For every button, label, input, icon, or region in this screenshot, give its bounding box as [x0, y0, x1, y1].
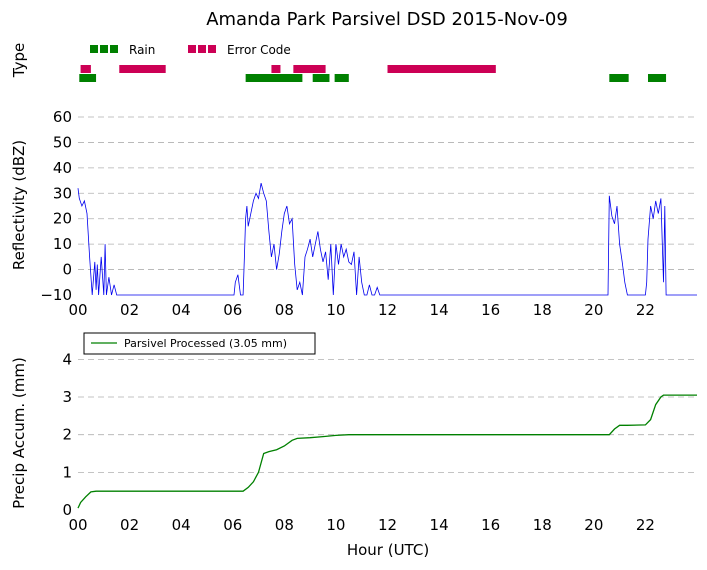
legend-label-error-code: Error Code	[227, 43, 291, 57]
legend-swatch-error-code	[188, 45, 196, 53]
type-bars	[79, 65, 667, 82]
x-tick-label: 06	[223, 516, 242, 534]
rain-interval	[609, 74, 629, 82]
rain-interval	[647, 74, 667, 82]
type-legend: Rain Error Code	[90, 43, 291, 57]
rain-interval	[245, 74, 303, 82]
x-tick-label: 18	[533, 301, 552, 319]
reflectivity-grid	[78, 116, 697, 270]
y-tick-label: 0	[62, 261, 72, 279]
x-tick-label: 22	[636, 516, 655, 534]
precip-ylabel: Precip Accum. (mm)	[10, 357, 28, 509]
x-tick-label: 22	[636, 301, 655, 319]
reflectivity-line	[77, 183, 697, 296]
x-tick-label: 10	[326, 301, 345, 319]
x-tick-label: 08	[275, 301, 294, 319]
rain-interval	[79, 74, 97, 82]
x-tick-label: 04	[172, 301, 191, 319]
legend-label-rain: Rain	[129, 43, 155, 57]
x-tick-label: 10	[326, 516, 345, 534]
precip-grid	[78, 358, 697, 473]
legend-swatch-error-code	[198, 45, 206, 53]
x-tick-label: 12	[378, 301, 397, 319]
reflectivity-ylabel: Reflectivity (dBZ)	[10, 140, 28, 270]
x-tick-label: 14	[430, 301, 449, 319]
y-tick-label: 4	[62, 350, 72, 368]
y-tick-label: 20	[53, 210, 72, 228]
x-tick-label: 14	[430, 516, 449, 534]
y-tick-label: 30	[53, 184, 72, 202]
legend-swatch-rain	[90, 45, 98, 53]
x-tick-label: 00	[68, 301, 87, 319]
error-code-interval	[119, 65, 166, 73]
x-tick-label: 16	[481, 301, 500, 319]
error-code-interval	[271, 65, 281, 73]
x-tick-label: 04	[172, 516, 191, 534]
error-code-interval	[293, 65, 326, 73]
x-tick-label: 02	[120, 301, 139, 319]
reflectivity-x-ticks: 00 02 04 06 08 10 12 14 16 18 20 22	[68, 301, 655, 319]
x-tick-label: 00	[68, 516, 87, 534]
x-tick-label: 12	[378, 516, 397, 534]
rain-interval	[312, 74, 330, 82]
y-tick-label: 3	[62, 388, 72, 406]
x-tick-label: 20	[584, 301, 603, 319]
legend-swatch-error-code	[208, 45, 216, 53]
precip-legend-box	[83, 332, 316, 355]
y-tick-label: 2	[62, 426, 72, 444]
type-ylabel: Type	[10, 43, 28, 78]
reflectivity-panel: Reflectivity (dBZ) −10 0 10 20 30 40 50 60 00 02…	[10, 108, 697, 319]
rain-interval	[334, 74, 349, 82]
y-tick-label: 60	[53, 108, 72, 126]
x-tick-label: 06	[223, 301, 242, 319]
y-tick-label: 10	[53, 235, 72, 253]
y-tick-label: 40	[53, 159, 72, 177]
reflectivity-y-ticks: −10 0 10 20 30 40 50 60	[40, 108, 72, 304]
error-code-interval	[387, 65, 496, 73]
x-tick-label: 20	[584, 516, 603, 534]
x-tick-label: 18	[533, 516, 552, 534]
y-tick-label: 50	[53, 133, 72, 151]
precip-legend-label: Parsivel Processed (3.05 mm)	[124, 337, 287, 350]
precip-x-ticks: 00 02 04 06 08 10 12 14 16 18 20 22	[68, 516, 655, 534]
y-tick-label: 0	[62, 501, 72, 519]
precip-line	[77, 394, 697, 509]
chart-title: Amanda Park Parsivel DSD 2015-Nov-09	[206, 9, 568, 30]
y-tick-label: 1	[62, 463, 72, 481]
y-tick-label: −10	[40, 286, 72, 304]
precip-legend: Parsivel Processed (3.05 mm)	[83, 332, 316, 355]
precip-y-ticks: 0 1 2 3 4	[62, 350, 72, 519]
legend-swatch-rain	[100, 45, 108, 53]
x-tick-label: 08	[275, 516, 294, 534]
error-code-interval	[80, 65, 91, 73]
x-tick-label: 16	[481, 516, 500, 534]
x-tick-label: 02	[120, 516, 139, 534]
precip-xlabel: Hour (UTC)	[347, 541, 429, 559]
type-panel: Type Rain Error Code	[10, 43, 667, 82]
legend-swatch-rain	[110, 45, 118, 53]
